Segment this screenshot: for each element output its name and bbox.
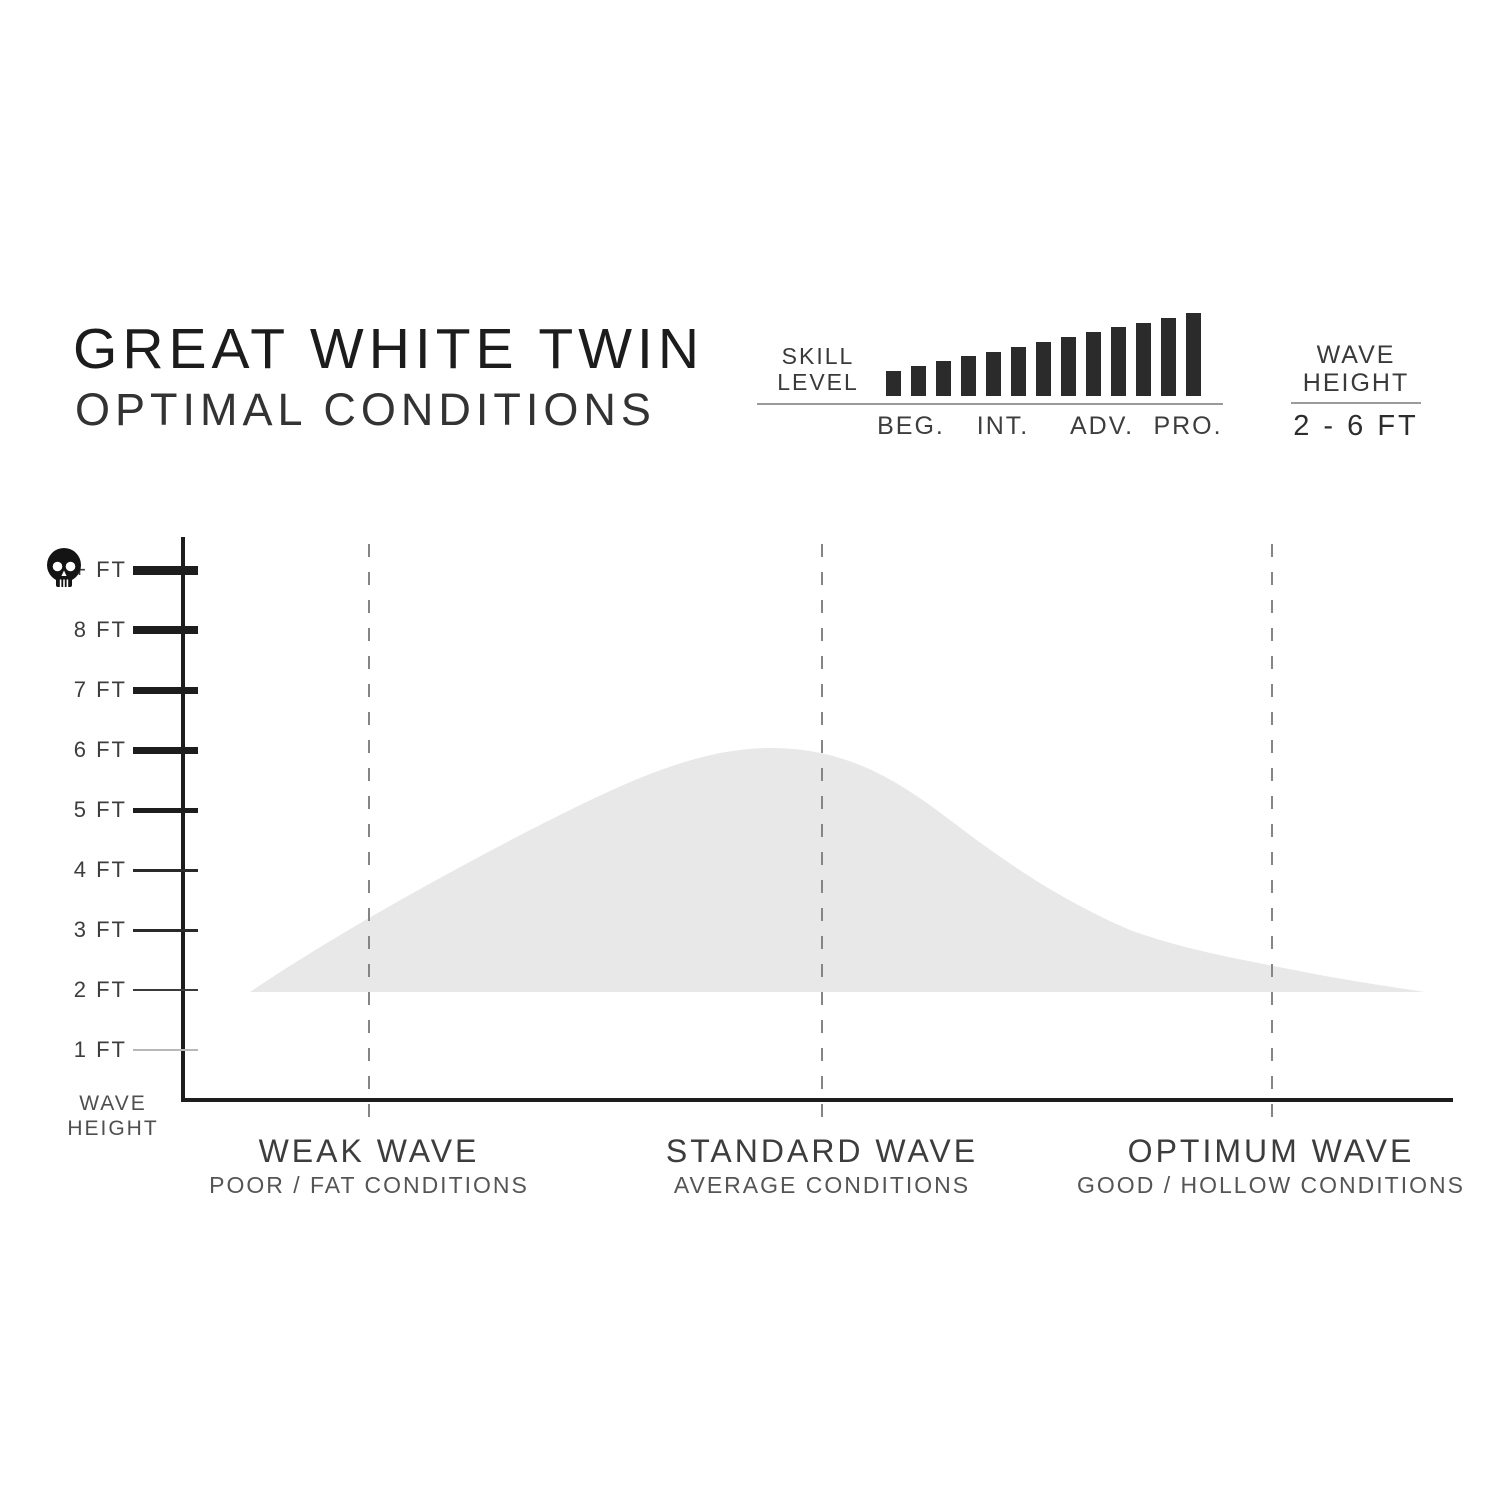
skill-bar xyxy=(986,352,1001,396)
y-tick-label: 1 FT xyxy=(73,1037,127,1062)
skill-bar xyxy=(886,371,901,396)
skill-tier-pro: PRO. xyxy=(1153,412,1223,440)
y-axis-caption: WAVE HEIGHT xyxy=(67,1092,159,1140)
wave-height-box-label: WAVE HEIGHT xyxy=(1302,341,1410,397)
skill-bar xyxy=(1061,337,1076,396)
skull-icon xyxy=(47,548,81,587)
y-tick-label: 3 FT xyxy=(73,917,127,942)
skill-bar xyxy=(936,361,951,396)
y-tick-line xyxy=(133,1049,198,1051)
page-title: GREAT WHITE TWIN xyxy=(73,317,704,381)
skill-tier-adv: ADV. xyxy=(1069,412,1135,440)
skill-level-bars xyxy=(886,312,1201,396)
y-tick-line xyxy=(133,565,198,575)
wave-height-range: 2 - 6 FT xyxy=(1293,410,1419,442)
skill-bar xyxy=(1086,332,1101,396)
y-tick-label: 6 FT xyxy=(73,737,127,762)
y-tick-label: 4 FT xyxy=(73,857,127,882)
y-tick-line xyxy=(133,746,198,754)
optimum-wave-dashed-line xyxy=(1271,544,1273,1124)
wave-height-divider-line xyxy=(1291,402,1421,404)
skill-bar xyxy=(961,356,976,396)
y-axis-line xyxy=(181,537,185,1102)
y-tick-label: 5 FT xyxy=(73,797,127,822)
y-tick-line xyxy=(133,807,198,813)
standard-wave-dashed-line xyxy=(821,544,823,1124)
zone-label-optimum-wave: OPTIMUM WAVE GOOD / HOLLOW CONDITIONS xyxy=(1077,1133,1465,1198)
skill-bar xyxy=(1161,318,1176,396)
x-axis-line xyxy=(181,1098,1453,1102)
zone-label-standard-wave: STANDARD WAVE AVERAGE CONDITIONS xyxy=(665,1133,979,1198)
y-tick-line xyxy=(133,626,198,634)
page-subtitle: OPTIMAL CONDITIONS xyxy=(75,384,656,435)
y-tick-line xyxy=(133,686,198,694)
optimal-window-area xyxy=(250,748,1425,992)
y-tick-label: 8 FT xyxy=(73,617,127,642)
weak-wave-dashed-line xyxy=(368,544,370,1124)
y-tick-label: 7 FT xyxy=(73,677,127,702)
skill-divider-line xyxy=(757,403,1223,405)
skill-bar xyxy=(1186,313,1201,396)
skill-tier-int: INT. xyxy=(976,412,1030,440)
skill-bar xyxy=(911,366,926,396)
y-tick-label: 2 FT xyxy=(73,977,127,1002)
skill-bar xyxy=(1011,347,1026,396)
skill-level-label: SKILL LEVEL xyxy=(777,343,859,395)
y-tick-line xyxy=(133,868,198,872)
skill-bar xyxy=(1136,323,1151,396)
y-tick-line xyxy=(133,989,198,991)
skill-tier-beg: BEG. xyxy=(877,412,945,440)
y-tick-line xyxy=(133,928,198,932)
skill-bar xyxy=(1036,342,1051,396)
y-tick-label: + FT xyxy=(73,557,127,582)
skill-bar xyxy=(1111,327,1126,396)
zone-label-weak-wave: WEAK WAVE POOR / FAT CONDITIONS xyxy=(209,1133,529,1198)
